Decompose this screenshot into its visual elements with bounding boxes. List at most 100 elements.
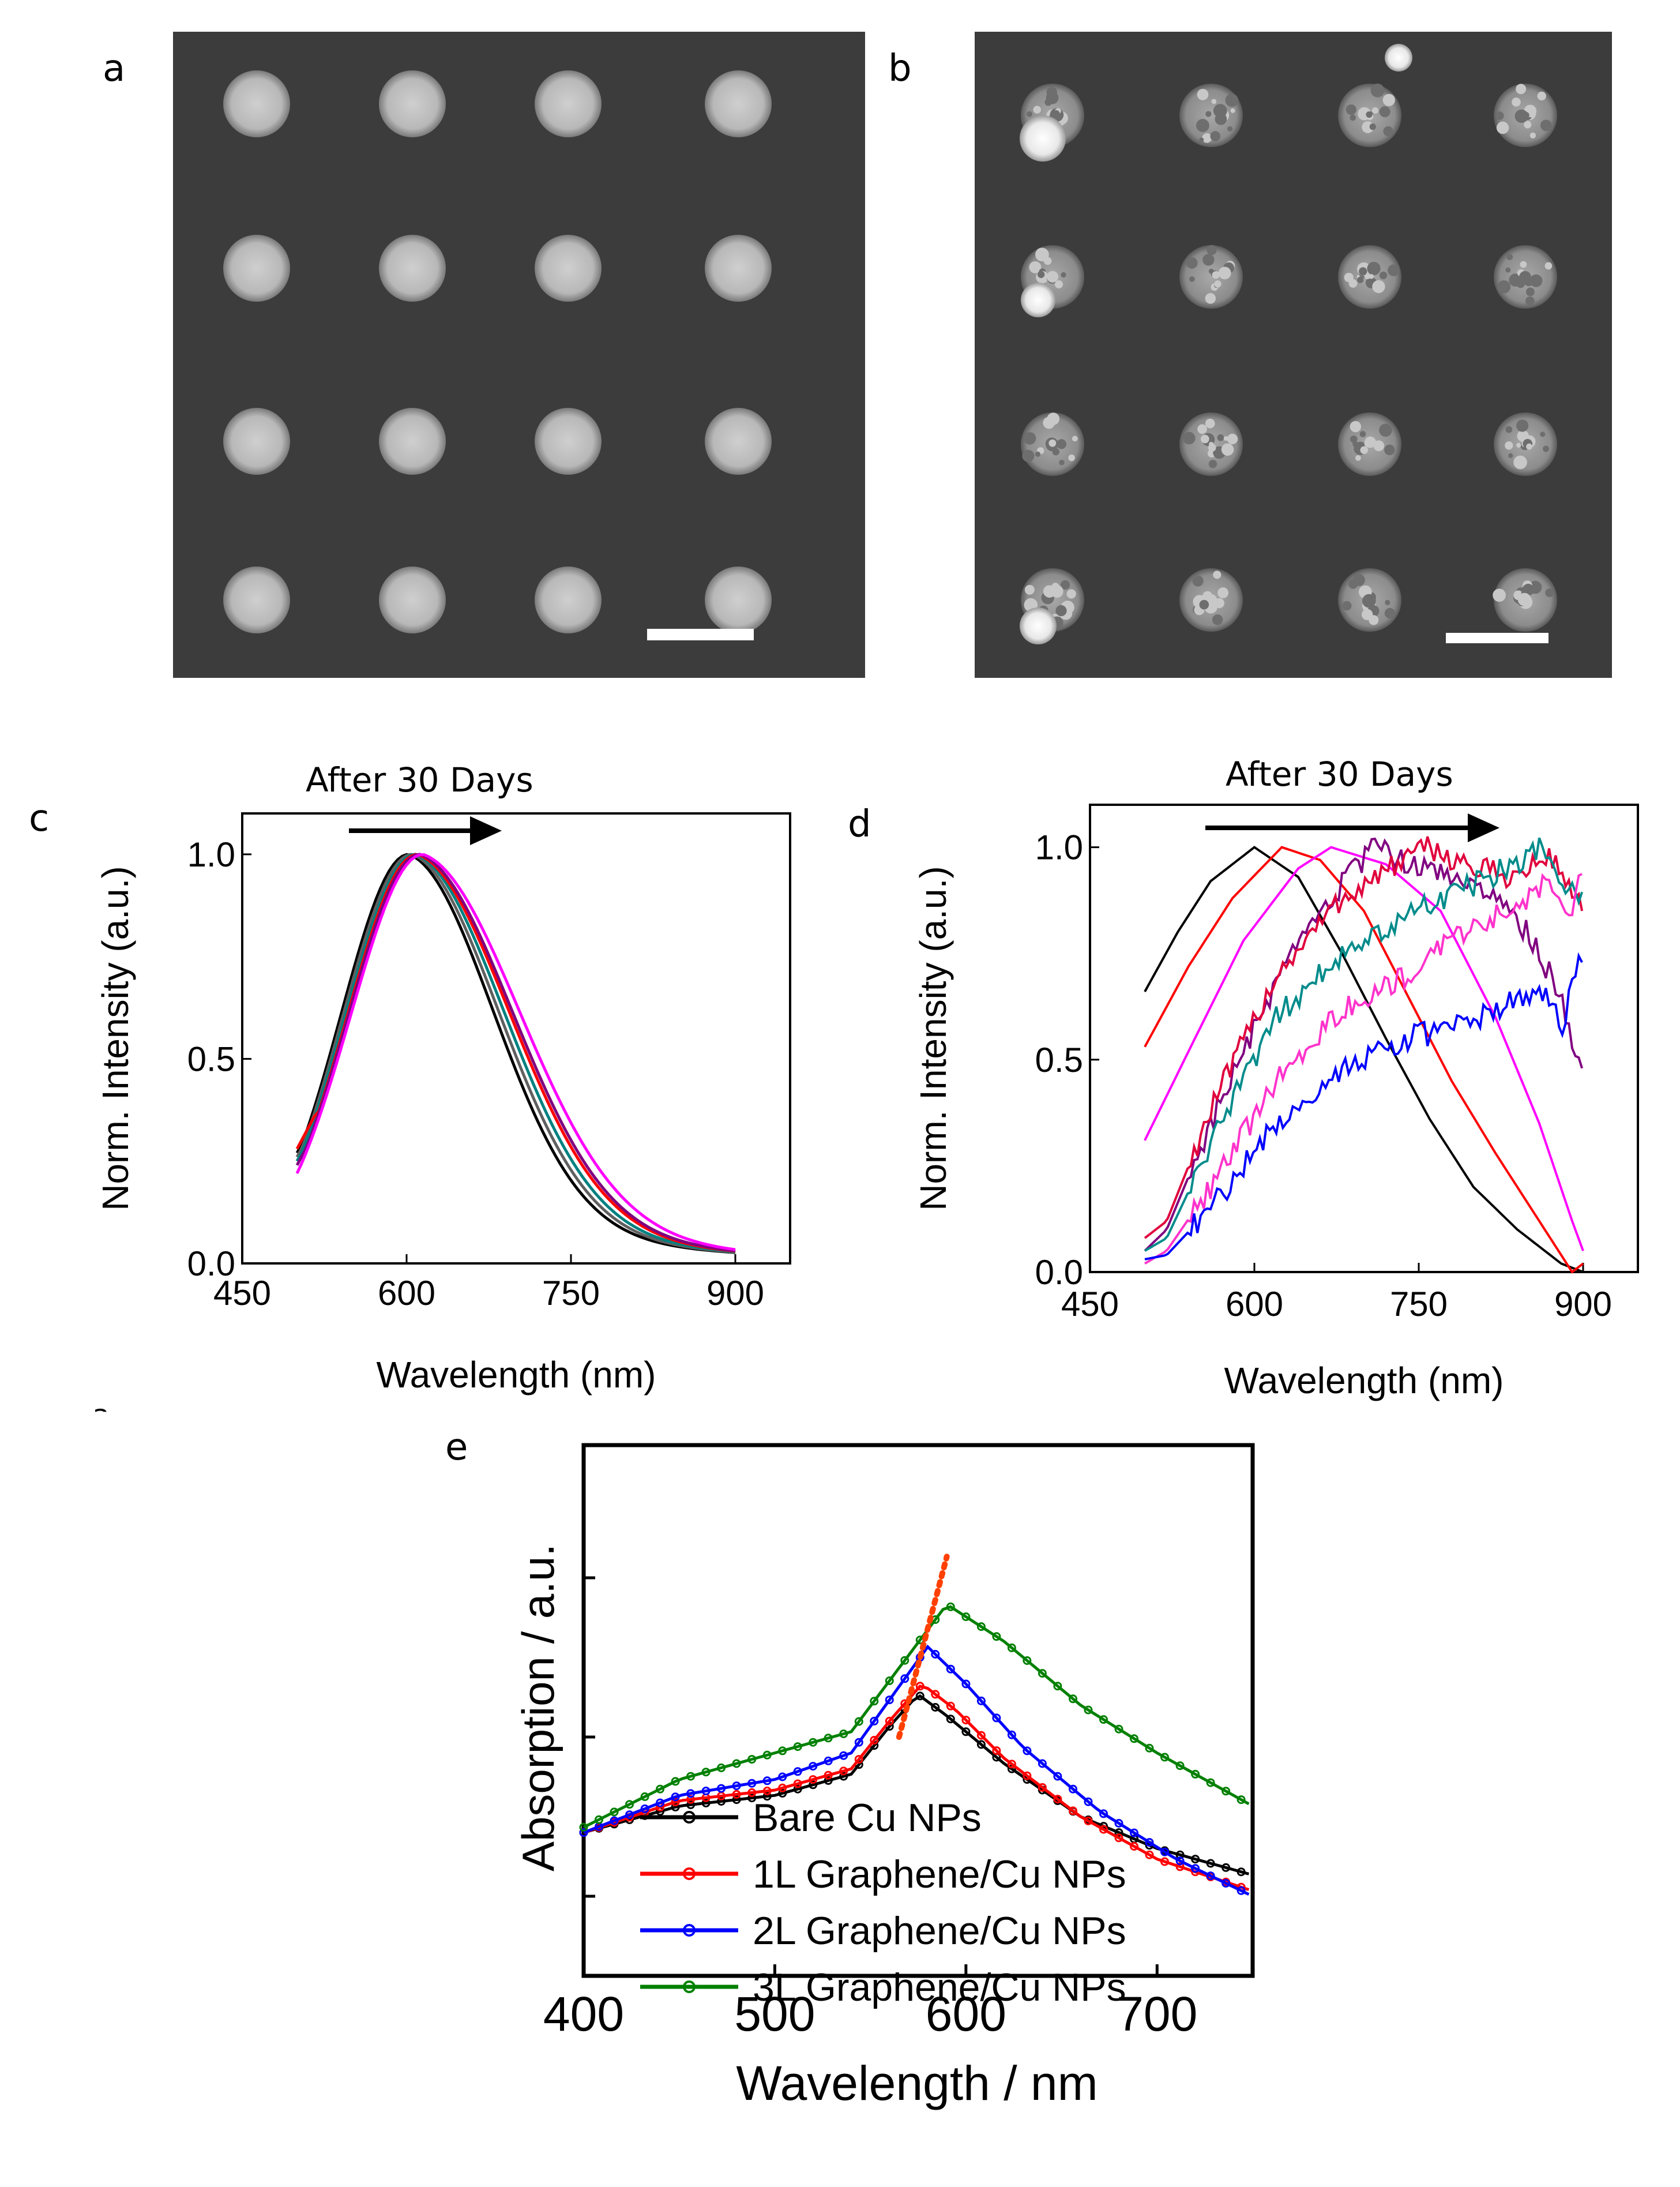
chart-e-ticks: 400 500 600 700 bbox=[543, 1576, 1197, 2041]
sem-b-speckle bbox=[1359, 431, 1366, 437]
chart-e-marker bbox=[1206, 1859, 1215, 1868]
sem-b-speckle bbox=[1379, 106, 1390, 118]
chart-e-marker bbox=[732, 1790, 741, 1799]
chart-e-marker bbox=[1191, 1769, 1200, 1779]
sem-b-speckle bbox=[1526, 443, 1532, 450]
chart-e-marker bbox=[1099, 1825, 1108, 1834]
chart-e-marker bbox=[717, 1784, 726, 1793]
chart-c-line bbox=[295, 853, 736, 1254]
sem-b-speckle bbox=[1505, 426, 1513, 433]
chart-c-ylabel: Norm. Intensity (a.u.) bbox=[95, 866, 136, 1211]
sem-b-speckle bbox=[1072, 436, 1078, 442]
sem-a-particle bbox=[535, 408, 602, 475]
sem-b-speckle bbox=[1205, 111, 1212, 117]
chart-e-marker bbox=[762, 1750, 772, 1760]
chart-e-marker bbox=[1222, 1787, 1231, 1796]
sem-b-speckle bbox=[1066, 589, 1076, 599]
x-tick-label: 500 bbox=[734, 1987, 815, 2041]
chart-e-marker bbox=[992, 1746, 1001, 1755]
x-tick-label: 400 bbox=[543, 1987, 624, 2041]
sem-b-speckle bbox=[1367, 261, 1381, 276]
sem-b-speckle bbox=[1218, 267, 1231, 280]
sem-b-speckle bbox=[1372, 280, 1385, 293]
sem-b-speckle bbox=[1035, 451, 1041, 457]
sem-b-speckle bbox=[1055, 605, 1067, 617]
sem-b-speckle bbox=[1199, 137, 1204, 142]
sem-b-speckle bbox=[1516, 442, 1521, 448]
chart-e-ylabel: Absorption / a.u. bbox=[513, 1544, 563, 1871]
sem-b-speckle bbox=[1217, 434, 1224, 441]
sem-b-speckle bbox=[1200, 434, 1209, 444]
chart-d-line bbox=[1144, 952, 1583, 1261]
chart-e-marker bbox=[778, 1772, 787, 1781]
sem-b-speckle bbox=[1516, 84, 1527, 95]
sem-b-speckle bbox=[1529, 132, 1536, 139]
x-tick-label: 900 bbox=[706, 1274, 764, 1312]
sem-image-a bbox=[173, 32, 865, 678]
legend-marker bbox=[683, 1867, 696, 1880]
chart-e-marker bbox=[1160, 1847, 1169, 1856]
x-tick-label: 450 bbox=[213, 1274, 271, 1312]
chart-e-marker bbox=[946, 1701, 955, 1710]
chart-e-marker bbox=[1084, 1816, 1093, 1825]
chart-e-marker bbox=[686, 1800, 696, 1809]
chart-e-marker bbox=[747, 1755, 757, 1764]
sem-b-speckle bbox=[1022, 449, 1035, 462]
sem-b-speckle bbox=[1068, 454, 1075, 462]
sem-b-speckle bbox=[1192, 575, 1204, 587]
chart-e-marker bbox=[1145, 1850, 1154, 1859]
chart-e-marker bbox=[854, 1738, 863, 1747]
sem-b-speckle bbox=[1522, 583, 1535, 596]
sem-b-bright-deposit bbox=[1020, 607, 1057, 644]
chart-e-marker bbox=[1191, 1855, 1200, 1864]
chart-e-marker bbox=[686, 1795, 696, 1804]
chart-e-marker bbox=[717, 1763, 726, 1772]
chart-e-marker bbox=[1175, 1856, 1185, 1866]
chart-e-marker bbox=[1023, 1771, 1032, 1780]
chart-e-marker bbox=[793, 1742, 802, 1751]
chart-d-line bbox=[1144, 837, 1584, 1252]
sem-b-speckle bbox=[1202, 133, 1212, 143]
sem-b-speckle bbox=[1517, 592, 1531, 606]
sem-b-speckle bbox=[1060, 580, 1070, 590]
chart-e-marker bbox=[1206, 1871, 1215, 1881]
chart-e-marker bbox=[793, 1784, 802, 1794]
chart-e-marker bbox=[1023, 1746, 1032, 1755]
sem-a-particle bbox=[705, 408, 772, 475]
chart-e-marker bbox=[793, 1767, 802, 1776]
sem-b-speckle bbox=[1516, 419, 1529, 432]
sem-b-speckle bbox=[1051, 583, 1059, 591]
sem-b-speckle bbox=[1213, 104, 1227, 118]
sem-b-speckle bbox=[1506, 253, 1513, 260]
sem-b-speckle bbox=[1211, 99, 1217, 104]
sem-b-speckle bbox=[1362, 594, 1376, 608]
sem-b-speckle bbox=[1227, 433, 1238, 445]
sem-b-speckle bbox=[1056, 439, 1067, 449]
chart-e-marker bbox=[1069, 1806, 1077, 1815]
sem-b-speckle bbox=[1046, 91, 1059, 104]
sem-b-speckle bbox=[1545, 588, 1554, 597]
chart-d-line bbox=[1144, 837, 1584, 1252]
chart-e-marker bbox=[1038, 1783, 1047, 1792]
y-tick-label: 0.0 bbox=[1035, 1253, 1083, 1292]
chart-e-marker bbox=[915, 1682, 924, 1691]
chart-d-frame bbox=[1089, 804, 1639, 1273]
chart-e-marker bbox=[686, 1772, 696, 1781]
sem-b-speckle bbox=[1522, 111, 1529, 119]
chart-d-line bbox=[1144, 846, 1584, 1274]
chart-e-marker bbox=[1206, 1778, 1215, 1787]
chart-e-marker bbox=[1099, 1809, 1108, 1818]
sem-b-speckle bbox=[1370, 83, 1385, 97]
sem-b-speckle bbox=[1054, 280, 1063, 288]
chart-e-marker bbox=[976, 1622, 986, 1631]
y-tick-label: 0.5 bbox=[1035, 1041, 1083, 1079]
sem-b-speckle bbox=[1342, 601, 1352, 611]
x-tick-label: 600 bbox=[378, 1274, 435, 1312]
sem-b-speckle bbox=[1202, 254, 1215, 266]
chart-e-marker bbox=[915, 1691, 924, 1701]
chart-e-marker bbox=[976, 1731, 986, 1740]
sem-b-speckle bbox=[1525, 287, 1535, 297]
chart-d-line bbox=[1144, 836, 1584, 1239]
sem-b-speckle bbox=[1212, 614, 1223, 625]
